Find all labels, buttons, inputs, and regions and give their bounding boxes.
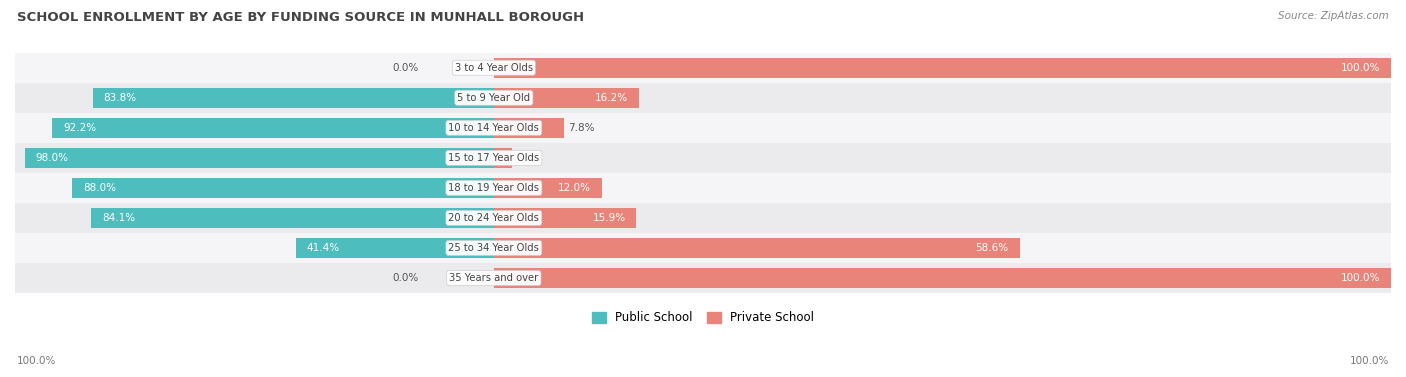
- Text: 83.8%: 83.8%: [104, 93, 136, 103]
- Text: 3 to 4 Year Olds: 3 to 4 Year Olds: [454, 63, 533, 73]
- Bar: [15, 53, 1391, 83]
- Bar: [15, 173, 1391, 203]
- Text: 18 to 19 Year Olds: 18 to 19 Year Olds: [449, 183, 540, 193]
- Text: 0.0%: 0.0%: [392, 273, 418, 283]
- Bar: [494, 118, 564, 138]
- Text: 92.2%: 92.2%: [63, 123, 97, 133]
- Text: 0.0%: 0.0%: [392, 63, 418, 73]
- Legend: Public School, Private School: Public School, Private School: [586, 306, 820, 330]
- Bar: [295, 238, 494, 258]
- Text: 5 to 9 Year Old: 5 to 9 Year Old: [457, 93, 530, 103]
- Text: SCHOOL ENROLLMENT BY AGE BY FUNDING SOURCE IN MUNHALL BOROUGH: SCHOOL ENROLLMENT BY AGE BY FUNDING SOUR…: [17, 11, 583, 24]
- Text: 58.6%: 58.6%: [976, 243, 1008, 253]
- Bar: [73, 178, 494, 198]
- Bar: [24, 148, 494, 168]
- Text: 10 to 14 Year Olds: 10 to 14 Year Olds: [449, 123, 540, 133]
- Bar: [15, 113, 1391, 143]
- Text: 88.0%: 88.0%: [83, 183, 117, 193]
- Bar: [93, 87, 494, 108]
- Text: 16.2%: 16.2%: [595, 93, 628, 103]
- Text: 100.0%: 100.0%: [1340, 63, 1381, 73]
- Bar: [15, 233, 1391, 263]
- Text: 12.0%: 12.0%: [558, 183, 591, 193]
- Text: 41.4%: 41.4%: [307, 243, 340, 253]
- Bar: [91, 208, 494, 228]
- Bar: [494, 208, 637, 228]
- Bar: [494, 268, 1391, 288]
- Text: 15.9%: 15.9%: [592, 213, 626, 223]
- Bar: [494, 178, 602, 198]
- Text: Source: ZipAtlas.com: Source: ZipAtlas.com: [1278, 11, 1389, 21]
- Text: 2.0%: 2.0%: [516, 153, 543, 163]
- Text: 100.0%: 100.0%: [17, 356, 56, 366]
- Text: 100.0%: 100.0%: [1350, 356, 1389, 366]
- Text: 15 to 17 Year Olds: 15 to 17 Year Olds: [449, 153, 540, 163]
- Bar: [15, 263, 1391, 293]
- Bar: [494, 148, 512, 168]
- Text: 100.0%: 100.0%: [1340, 273, 1381, 283]
- Text: 35 Years and over: 35 Years and over: [450, 273, 538, 283]
- Bar: [494, 87, 640, 108]
- Text: 84.1%: 84.1%: [103, 213, 135, 223]
- Bar: [52, 118, 494, 138]
- Text: 7.8%: 7.8%: [568, 123, 595, 133]
- Text: 98.0%: 98.0%: [35, 153, 69, 163]
- Text: 25 to 34 Year Olds: 25 to 34 Year Olds: [449, 243, 540, 253]
- Bar: [494, 238, 1019, 258]
- Bar: [15, 143, 1391, 173]
- Text: 20 to 24 Year Olds: 20 to 24 Year Olds: [449, 213, 540, 223]
- Bar: [15, 83, 1391, 113]
- Bar: [15, 203, 1391, 233]
- Bar: [494, 58, 1391, 78]
